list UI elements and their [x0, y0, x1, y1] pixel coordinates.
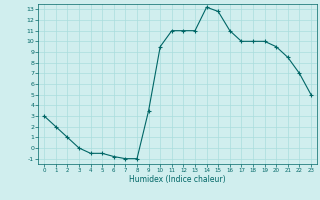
X-axis label: Humidex (Indice chaleur): Humidex (Indice chaleur)	[129, 175, 226, 184]
